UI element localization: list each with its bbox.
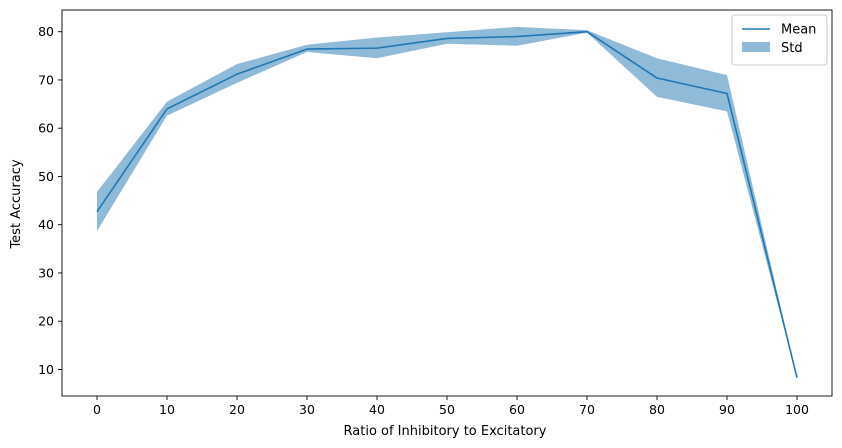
x-tick-label: 90: [719, 402, 735, 417]
legend-mean-label: Mean: [781, 23, 816, 38]
x-tick-label: 60: [509, 402, 525, 417]
x-tick-label: 10: [159, 402, 175, 417]
y-tick-label: 80: [38, 24, 54, 39]
plot-frame: [61, 9, 833, 397]
series-line-0: [96, 30, 798, 378]
y-axis-label: Test Accuracy: [9, 159, 24, 249]
y-tick-label: 50: [38, 169, 54, 184]
legend-std-label: Std: [781, 41, 803, 56]
y-tick-label: 10: [38, 362, 54, 377]
x-tick-label: 100: [785, 402, 809, 417]
x-tick-label: 70: [579, 402, 595, 417]
plot-area: [96, 26, 798, 378]
y-tick-label: 40: [38, 217, 54, 232]
x-tick-label: 0: [93, 402, 101, 417]
legend-frame: [731, 14, 828, 66]
x-tick-label: 20: [229, 402, 245, 417]
std-band: [97, 26, 797, 378]
x-tick-label: 30: [299, 402, 315, 417]
y-tick-label: 20: [38, 314, 54, 329]
y-tick-label: 70: [38, 72, 54, 87]
y-tick-label: 30: [38, 265, 54, 280]
x-tick-label: 50: [439, 402, 455, 417]
x-tick-label: 40: [369, 402, 385, 417]
legend-std-swatch: [742, 42, 770, 52]
y-tick-label: 60: [38, 121, 54, 136]
x-tick-label: 80: [649, 402, 665, 417]
x-axis-label: Ratio of Inhibitory to Excitatory: [344, 424, 547, 439]
legend: Mean Std: [731, 14, 828, 66]
axes: 0 10 20 30 40 50 60 70 80 90 100 10 20 30 40 50 60 70 80: [38, 9, 833, 417]
